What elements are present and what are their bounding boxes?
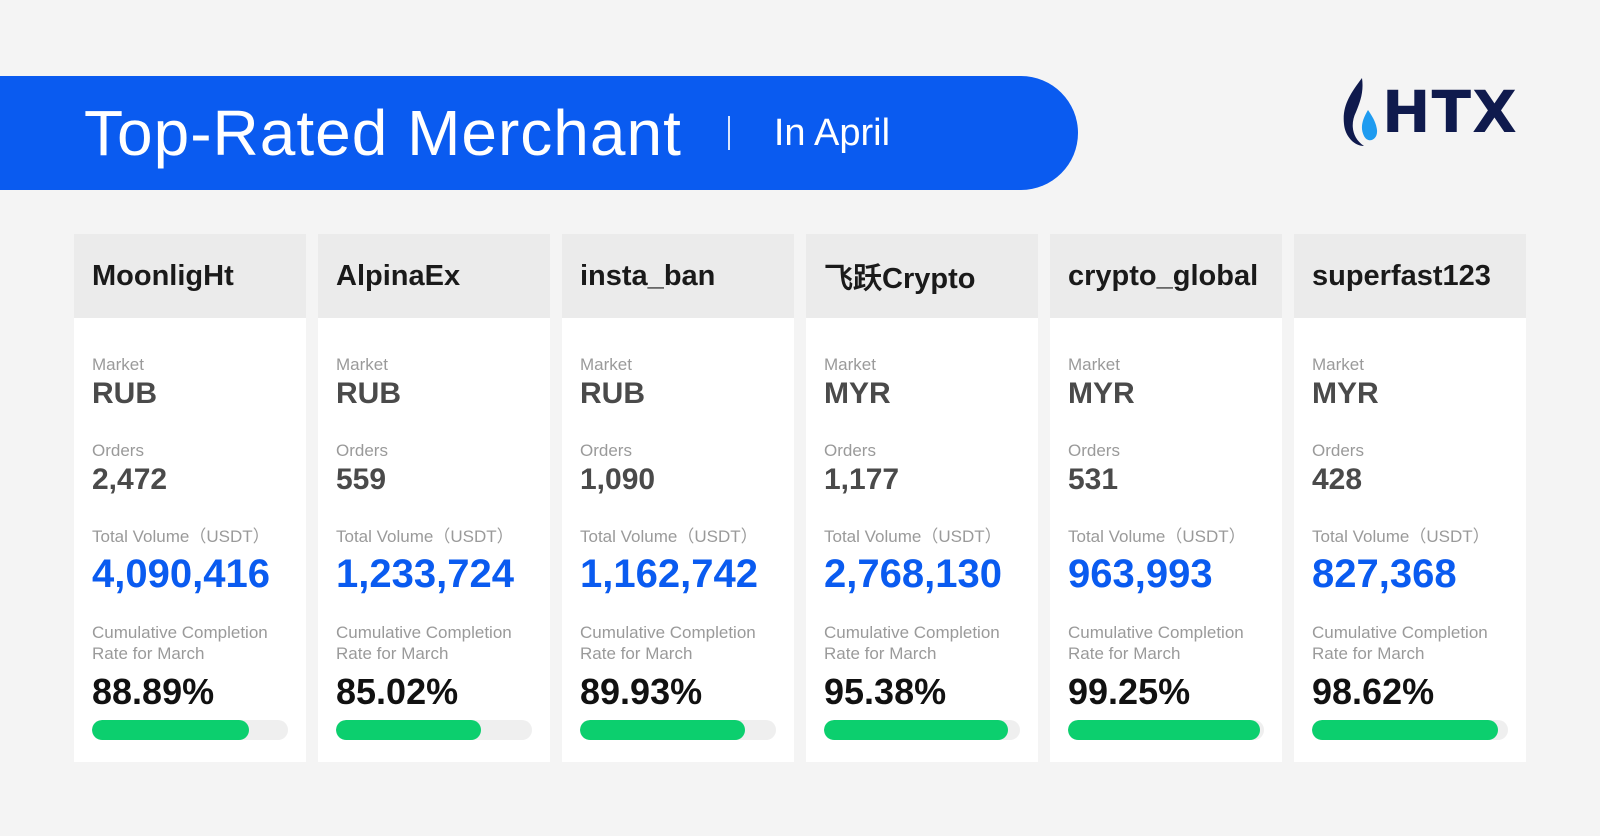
orders-value: 2,472 bbox=[92, 463, 168, 496]
completion-progress-bar bbox=[1068, 720, 1264, 740]
market-label: Market bbox=[1068, 355, 1120, 374]
volume-label: Total Volume（USDT） bbox=[336, 527, 514, 546]
completion-progress-fill bbox=[824, 720, 1009, 740]
market-value: RUB bbox=[92, 377, 157, 410]
volume-label: Total Volume（USDT） bbox=[824, 527, 1002, 546]
volume-label: Total Volume（USDT） bbox=[1312, 527, 1490, 546]
orders-value: 1,090 bbox=[580, 463, 656, 496]
volume-value: 963,993 bbox=[1068, 552, 1213, 596]
completion-progress-fill bbox=[92, 720, 249, 740]
completion-rate-value: 99.25% bbox=[1068, 671, 1191, 712]
orders-value: 1,177 bbox=[824, 463, 900, 496]
merchant-name: MoonligHt bbox=[74, 234, 306, 318]
volume-label: Total Volume（USDT） bbox=[92, 527, 270, 546]
orders-label: Orders bbox=[580, 441, 632, 460]
completion-rate-value: 85.02% bbox=[336, 671, 459, 712]
merchant-name: 飞跃Crypto bbox=[806, 234, 1038, 318]
merchant-card: superfast123 Market MYR Orders 428 Total… bbox=[1294, 234, 1526, 762]
completion-rate-value: 88.89% bbox=[92, 671, 215, 712]
htx-logo: HTX bbox=[1342, 76, 1518, 148]
merchant-cards: MoonligHt Market RUB Orders 2,472 Total … bbox=[74, 234, 1526, 762]
volume-value: 1,233,724 bbox=[336, 552, 514, 596]
flame-icon bbox=[1343, 78, 1378, 146]
market-label: Market bbox=[336, 355, 388, 374]
completion-rate-label: Cumulative Completion Rate for March bbox=[1312, 623, 1488, 663]
market-value: MYR bbox=[824, 377, 891, 410]
orders-value: 559 bbox=[336, 463, 387, 496]
merchant-card: crypto_global Market MYR Orders 531 Tota… bbox=[1050, 234, 1282, 762]
title-banner: Top-Rated Merchant In April bbox=[0, 76, 1078, 190]
title-divider bbox=[727, 116, 730, 150]
volume-value: 4,090,416 bbox=[92, 552, 270, 596]
completion-progress-fill bbox=[1068, 720, 1261, 740]
merchant-card: AlpinaEx Market RUB Orders 559 Total Vol… bbox=[318, 234, 550, 762]
completion-progress-bar bbox=[336, 720, 532, 740]
volume-value: 2,768,130 bbox=[824, 552, 1002, 596]
market-label: Market bbox=[580, 355, 632, 374]
completion-rate-label: Cumulative Completion Rate for March bbox=[824, 623, 1000, 663]
completion-progress-fill bbox=[1312, 720, 1499, 740]
completion-rate-label: Cumulative Completion Rate for March bbox=[1068, 623, 1244, 663]
completion-progress-fill bbox=[336, 720, 482, 740]
orders-value: 428 bbox=[1312, 463, 1363, 496]
volume-label: Total Volume（USDT） bbox=[580, 527, 758, 546]
completion-rate-label: Cumulative Completion Rate for March bbox=[336, 623, 512, 663]
completion-progress-bar bbox=[824, 720, 1020, 740]
completion-rate-value: 95.38% bbox=[824, 671, 947, 712]
orders-label: Orders bbox=[336, 441, 388, 460]
logo-wordmark: HTX bbox=[1382, 78, 1518, 146]
orders-label: Orders bbox=[92, 441, 144, 460]
completion-rate-value: 98.62% bbox=[1312, 671, 1435, 712]
merchant-name: crypto_global bbox=[1050, 234, 1282, 318]
market-label: Market bbox=[824, 355, 876, 374]
merchant-card: 飞跃Crypto Market MYR Orders 1,177 Total V… bbox=[806, 234, 1038, 762]
market-value: MYR bbox=[1068, 377, 1135, 410]
merchant-name: insta_ban bbox=[562, 234, 794, 318]
merchant-name: AlpinaEx bbox=[318, 234, 550, 318]
volume-label: Total Volume（USDT） bbox=[1068, 527, 1246, 546]
orders-label: Orders bbox=[1312, 441, 1364, 460]
completion-progress-bar bbox=[92, 720, 288, 740]
page-title: Top-Rated Merchant bbox=[84, 97, 682, 169]
completion-rate-label: Cumulative Completion Rate for March bbox=[92, 623, 268, 663]
page-subtitle: In April bbox=[773, 111, 891, 154]
orders-value: 531 bbox=[1068, 463, 1119, 496]
market-value: MYR bbox=[1312, 377, 1379, 410]
merchant-card: MoonligHt Market RUB Orders 2,472 Total … bbox=[74, 234, 306, 762]
completion-progress-fill bbox=[580, 720, 745, 740]
market-value: RUB bbox=[336, 377, 401, 410]
completion-rate-value: 89.93% bbox=[580, 671, 703, 712]
merchant-card: insta_ban Market RUB Orders 1,090 Total … bbox=[562, 234, 794, 762]
completion-progress-bar bbox=[580, 720, 776, 740]
volume-value: 827,368 bbox=[1312, 552, 1457, 596]
merchant-name: superfast123 bbox=[1294, 234, 1526, 318]
completion-progress-bar bbox=[1312, 720, 1508, 740]
market-value: RUB bbox=[580, 377, 645, 410]
market-label: Market bbox=[1312, 355, 1364, 374]
volume-value: 1,162,742 bbox=[580, 552, 758, 596]
market-label: Market bbox=[92, 355, 144, 374]
orders-label: Orders bbox=[824, 441, 876, 460]
orders-label: Orders bbox=[1068, 441, 1120, 460]
completion-rate-label: Cumulative Completion Rate for March bbox=[580, 623, 756, 663]
